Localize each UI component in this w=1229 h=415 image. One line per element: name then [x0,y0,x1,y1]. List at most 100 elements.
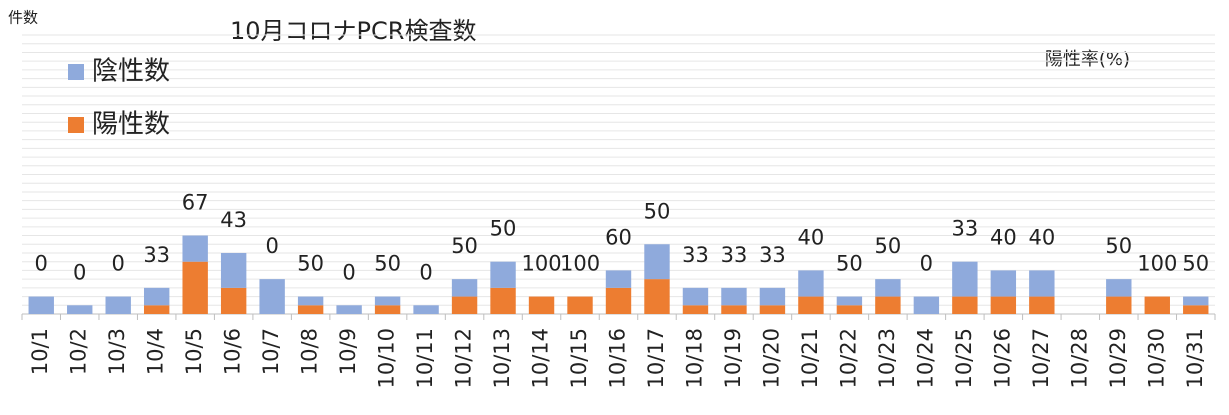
data-label: 0 [920,252,933,276]
y-axis-label: 件数 [8,9,38,27]
data-label: 43 [220,208,247,232]
data-label: 50 [451,234,478,258]
data-label: 0 [342,260,355,284]
data-label: 67 [182,191,209,215]
bar [413,305,439,314]
x-tick-label: 10/25 [952,328,976,389]
bar [451,279,478,297]
bar [374,305,401,314]
bar [374,296,401,306]
bar [1183,305,1209,314]
bar [721,305,747,314]
bar [798,296,824,314]
x-tick-label: 10/21 [798,328,822,389]
x-tick-label: 10/20 [759,328,783,389]
data-label: 50 [490,217,517,241]
bar [297,305,324,314]
chart-title: 10月コロナPCR検査数 [230,17,476,45]
data-label: 40 [1028,225,1055,249]
bar [528,296,555,314]
legend-swatch [68,64,84,80]
bar [259,279,285,314]
x-tick-label: 10/13 [490,328,514,389]
bar [182,261,208,314]
data-label: 40 [798,225,825,249]
bar [67,305,93,314]
data-label: 60 [605,225,632,249]
bar [297,296,324,306]
bar [836,305,863,314]
x-tick-label: 10/31 [1183,328,1207,389]
data-label: 33 [951,217,978,241]
x-tick-label: 10/11 [413,328,437,389]
data-label: 33 [759,243,786,267]
x-tick-label: 10/18 [682,328,706,389]
bar [990,296,1017,314]
bar [721,287,747,306]
legend-label: 陽性数 [92,110,170,140]
bar [759,287,786,306]
bar [28,296,54,314]
data-label: 0 [35,252,48,276]
data-label: 50 [836,252,863,276]
bar [451,296,478,314]
bar [1144,296,1170,314]
x-tick-label: 10/2 [67,328,91,375]
data-label: 50 [297,252,324,276]
bar [759,305,786,314]
data-label: 50 [1182,252,1209,276]
bar [682,287,709,306]
bar [143,287,170,306]
x-tick-label: 10/7 [259,328,283,375]
bar [1029,296,1055,314]
y2-axis-label: 陽性率(%) [1045,49,1130,70]
bar [1106,279,1132,297]
x-tick-label: 10/16 [606,328,630,389]
x-tick-label: 10/4 [144,328,168,375]
x-tick-label: 10/26 [990,328,1014,389]
data-label: 100 [560,252,600,276]
data-label: 33 [143,243,170,267]
bar [490,261,516,288]
legend-swatch [68,117,84,133]
x-tick-label: 10/1 [28,328,52,375]
data-label: 33 [682,243,709,267]
x-tick-label: 10/24 [913,328,937,389]
x-tick-label: 10/9 [336,328,360,375]
bar [952,261,978,297]
bar [1106,296,1132,314]
x-tick-label: 10/3 [105,328,129,375]
bar [682,305,709,314]
bar [875,296,901,314]
data-label: 0 [73,260,86,284]
data-label: 0 [419,260,432,284]
x-tick-label: 10/15 [567,328,591,389]
data-label: 40 [990,225,1017,249]
x-tick-label: 10/12 [452,328,476,389]
bar [1029,270,1055,297]
x-tick-label: 10/30 [1144,328,1168,389]
bar [798,270,824,297]
bar [105,296,131,314]
data-label: 0 [112,252,125,276]
x-tick-label: 10/27 [1029,328,1053,389]
bar [220,252,247,288]
data-label: 100 [1137,252,1177,276]
bar [1183,296,1209,306]
bar [644,279,670,314]
bar [913,296,940,314]
bar [490,287,516,314]
bar [605,287,632,314]
bar [644,244,670,280]
bar [875,279,901,297]
bar [143,305,170,314]
x-tick-label: 10/22 [836,328,860,389]
legend-label: 陰性数 [92,57,170,87]
x-tick-label: 10/28 [1067,328,1091,389]
x-tick-label: 10/8 [298,328,322,375]
x-tick-label: 10/10 [375,328,399,389]
data-label: 50 [1105,234,1132,258]
data-label: 50 [374,252,401,276]
data-label: 50 [644,199,671,223]
